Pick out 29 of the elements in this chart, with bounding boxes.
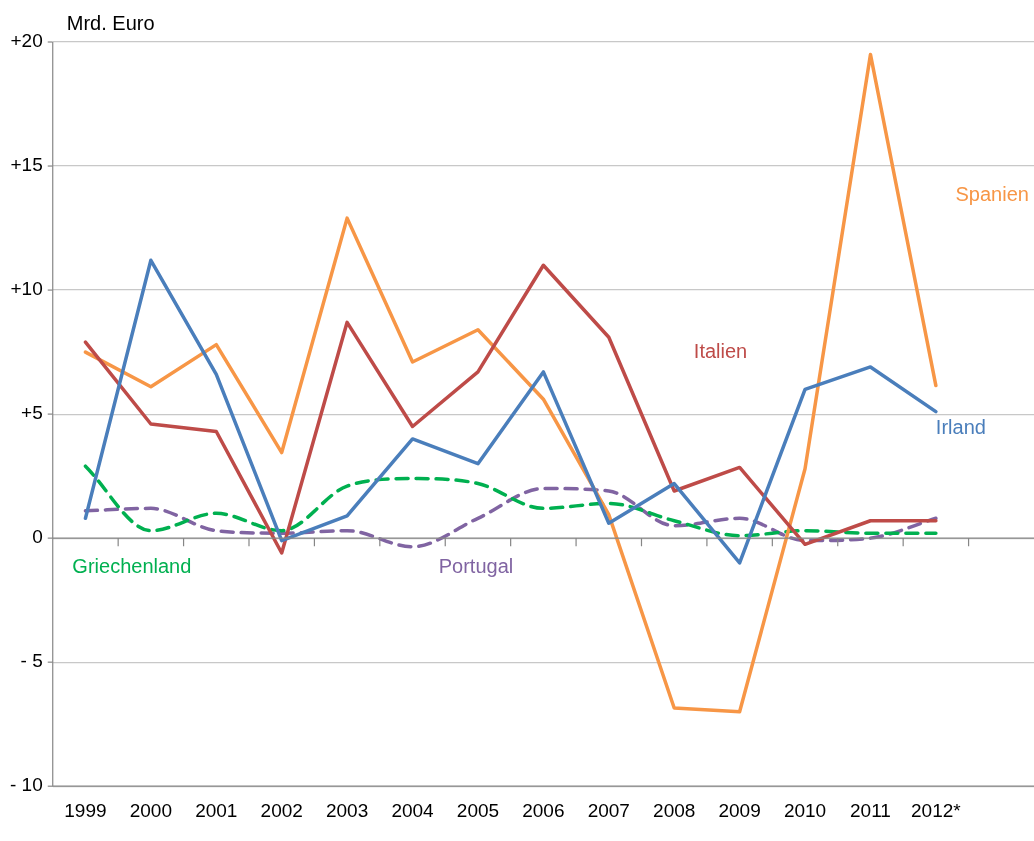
x-tick-label: 2001: [195, 799, 238, 821]
x-tick-label: 2003: [325, 799, 369, 821]
series-label: Portugal: [438, 555, 514, 578]
x-tick-label: 2012*: [911, 799, 962, 821]
x-tick-label: 2011: [850, 799, 891, 821]
x-tick-label: 2007: [587, 799, 630, 821]
series-label: Griechenland: [72, 555, 192, 578]
line-series: [83, 464, 938, 538]
x-tick-label: 2004: [391, 799, 435, 821]
x-tick-label: 2008: [653, 799, 696, 821]
x-tick-label: 2000: [129, 799, 173, 821]
x-tick-label: 2005: [456, 799, 500, 821]
x-tick-label: 1999: [64, 799, 107, 821]
y-axis-title: Mrd. Euro: [66, 11, 155, 34]
x-tick-label: 2002: [260, 799, 303, 821]
y-tick-label: +5: [21, 402, 43, 424]
y-tick-label: - 10: [9, 774, 43, 796]
line-series: [83, 486, 938, 549]
x-tick-label: 2006: [522, 799, 565, 821]
y-tick-label: - 5: [20, 650, 43, 672]
x-tick-label: 2010: [783, 799, 827, 821]
x-tick-label: 2009: [718, 799, 761, 821]
y-tick-label: +20: [10, 30, 43, 52]
series-label: Irland: [935, 416, 986, 439]
y-tick-label: 0: [32, 526, 43, 548]
text: Italien: [693, 339, 748, 362]
y-tick-label: +10: [10, 278, 43, 300]
text: Spanien: [955, 183, 1029, 206]
y-tick-label: +15: [10, 154, 43, 176]
